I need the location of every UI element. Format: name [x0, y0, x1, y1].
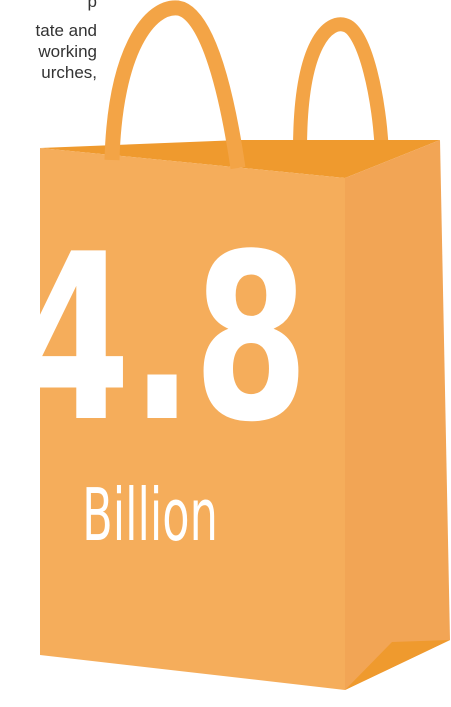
bag-gusset: [345, 640, 450, 690]
figure-unit: Billion: [82, 474, 218, 558]
bag-handle: [104, 0, 246, 170]
intro-line: p: [88, 0, 97, 11]
intro-line: urches,: [41, 63, 97, 82]
intro-line: tate and: [36, 21, 97, 40]
shopping-bag: 4.8 Billion: [15, 0, 450, 690]
intro-line: working: [37, 42, 97, 61]
bag-handle: [293, 17, 389, 156]
figure: 4.8: [15, 206, 308, 473]
bag-front: [40, 148, 345, 690]
intro-text: p tate and working urches,: [36, 0, 97, 82]
bag-side: [345, 140, 450, 690]
